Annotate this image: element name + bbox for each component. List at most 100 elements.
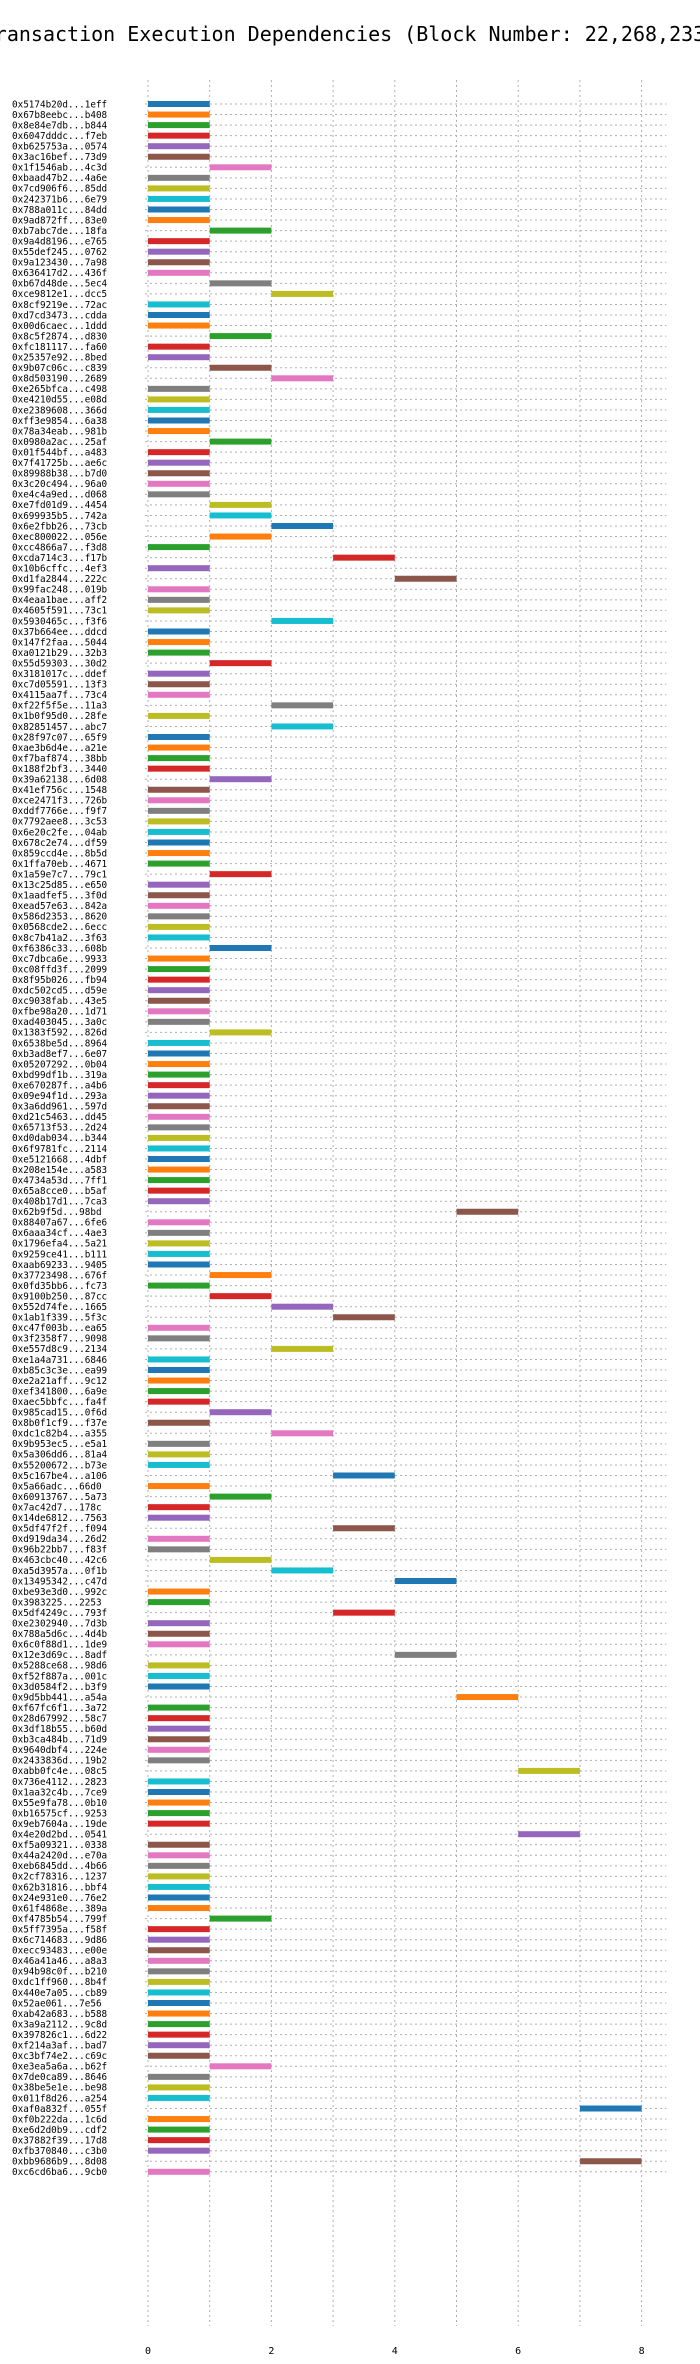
y-tick-label: 0x9640dbf4...224e xyxy=(12,1745,108,1756)
transaction-bar xyxy=(209,660,272,667)
transaction-bar xyxy=(148,1335,210,1342)
y-tick-label: 0x8d503190...2689 xyxy=(12,374,107,385)
y-tick-label: 0x1a59e7c7...79c1 xyxy=(12,869,107,880)
transaction-bar xyxy=(148,1377,210,1384)
transaction-bar xyxy=(148,1862,210,1869)
transaction-bar xyxy=(148,1356,210,1363)
y-tick-label: 0xc6cd6ba6...9cb0 xyxy=(12,2167,107,2178)
y-tick-label: 0x3c20c494...96a0 xyxy=(12,479,107,490)
transaction-bar xyxy=(148,132,210,139)
transaction-bar xyxy=(148,649,210,656)
transaction-bar xyxy=(148,248,210,255)
transaction-bar xyxy=(148,1672,210,1679)
y-tick-label: 0xe3ea5a6a...b62f xyxy=(12,2062,107,2073)
transaction-bar xyxy=(579,2158,642,2165)
y-tick-label: 0x788a011c...84dd xyxy=(12,205,107,216)
y-tick-label: 0x788a5d6c...4d4b xyxy=(12,1629,108,1640)
transaction-bar xyxy=(148,1398,210,1405)
transaction-bar xyxy=(518,1831,580,1838)
y-tick-label: 0x5a306dd6...81a4 xyxy=(12,1450,108,1461)
transaction-bar xyxy=(148,1641,210,1648)
transaction-bar xyxy=(148,301,210,308)
y-tick-label: 0xcc4866a7...f3d8 xyxy=(12,542,107,553)
y-tick-label: 0xc7d05591...13f3 xyxy=(12,680,107,691)
y-tick-label: 0xeb6845dd...4b66 xyxy=(12,1861,107,1872)
transaction-bar xyxy=(148,1936,210,1943)
transaction-bar xyxy=(148,2137,210,2144)
y-tick-label: 0xd1fa2844...222c xyxy=(12,574,107,585)
y-tick-label: 0xe557d8c9...2134 xyxy=(12,1344,108,1355)
y-tick-label: 0xb625753a...0574 xyxy=(12,142,108,153)
y-tick-label: 0x55def245...0762 xyxy=(12,247,107,258)
y-tick-label: 0xdc502cd5...d59e xyxy=(12,986,108,997)
transaction-bar xyxy=(148,712,210,719)
y-tick-label: 0xbb9686b9...8d08 xyxy=(12,2157,107,2168)
y-tick-label: 0xead57e63...842a xyxy=(12,901,107,912)
transaction-bar xyxy=(209,533,272,540)
transaction-bar xyxy=(148,1082,210,1089)
transaction-bar xyxy=(148,2126,210,2133)
y-tick-label: 0xef341800...6a9e xyxy=(12,1386,108,1397)
transaction-bar xyxy=(148,1187,210,1194)
y-tick-label: 0xe1a4a731...6846 xyxy=(12,1355,107,1366)
y-tick-label: 0xabb0fc4e...08c5 xyxy=(12,1766,107,1777)
y-tick-label: 0x9b953ec5...e5a1 xyxy=(12,1439,107,1450)
y-tick-label: 0x9a4d8196...e765 xyxy=(12,236,107,247)
transaction-bar xyxy=(148,976,210,983)
y-tick-label: 0xce9812e1...dcc5 xyxy=(12,289,107,300)
y-tick-label: 0x7cd906f6...85dd xyxy=(12,184,107,195)
y-tick-label: 0xddf7766e...f9f7 xyxy=(12,806,107,817)
transaction-bar xyxy=(209,364,272,371)
y-tick-label: 0x397826c1...6d22 xyxy=(12,2030,107,2041)
transaction-bar xyxy=(148,1134,210,1141)
y-tick-label: 0x39a62138...6d08 xyxy=(12,775,107,786)
transaction-bar xyxy=(271,523,334,529)
y-tick-label: 0x0fd35bb6...fc73 xyxy=(12,1281,107,1292)
transaction-bar xyxy=(148,459,210,466)
transaction-bar xyxy=(148,122,210,129)
transaction-bar xyxy=(271,1430,334,1437)
transaction-bar xyxy=(148,1261,210,1268)
transaction-bar xyxy=(456,1694,519,1701)
transaction-bar xyxy=(148,1599,210,1606)
y-tick-label: 0x408b17d1...7ca3 xyxy=(12,1197,107,1208)
transaction-bar xyxy=(333,1314,395,1321)
transaction-bar xyxy=(148,755,210,762)
y-tick-label: 0x5930465c...f3f6 xyxy=(12,616,107,627)
transaction-bar xyxy=(148,428,210,435)
transaction-bar xyxy=(148,1250,210,1257)
transaction-bar xyxy=(148,565,210,572)
transaction-bar xyxy=(148,2031,210,2038)
transaction-bar xyxy=(148,1662,210,1669)
transaction-bar xyxy=(148,1630,210,1637)
y-tick-label: 0x636417d2...436f xyxy=(12,268,107,279)
transaction-bar xyxy=(394,575,457,582)
y-tick-label: 0xce2471f3...726b xyxy=(12,796,108,807)
transaction-bar xyxy=(209,2063,272,2070)
transaction-bar xyxy=(148,1008,210,1015)
transaction-bar xyxy=(148,1546,210,1553)
y-tick-label: 0x5c167be4...a106 xyxy=(12,1471,107,1482)
y-tick-label: 0x6047dddc...f7eb xyxy=(12,131,108,142)
y-tick-label: 0xf52f887a...001c xyxy=(12,1671,107,1682)
y-tick-label: 0x25357e92...8bed xyxy=(12,353,107,364)
y-tick-label: 0xe2389608...366d xyxy=(12,405,107,416)
transaction-bar xyxy=(209,1409,272,1416)
transaction-bar xyxy=(209,438,272,445)
y-tick-label: 0xb16575cf...9253 xyxy=(12,1808,107,1819)
transaction-bar xyxy=(209,1029,272,1036)
y-tick-label: 0x46a41a46...a8a3 xyxy=(12,1956,107,1967)
transaction-bar xyxy=(148,1229,210,1236)
transaction-bar xyxy=(148,1461,210,1468)
y-tick-label: 0xae3b6d4e...a21e xyxy=(12,743,108,754)
y-tick-label: 0xc7dbca6e...9933 xyxy=(12,954,107,965)
y-tick-label: 0x5df4249c...793f xyxy=(12,1608,107,1619)
transaction-bar xyxy=(148,1683,210,1690)
y-tick-label: 0xe265bfca...c498 xyxy=(12,384,107,395)
x-tick-label: 2 xyxy=(268,2346,274,2357)
y-tick-label: 0x3df18b55...b60d xyxy=(12,1724,107,1735)
y-tick-label: 0x859ccd4e...8b5d xyxy=(12,848,107,859)
y-tick-label: 0x28d67992...58c7 xyxy=(12,1713,107,1724)
transaction-bar xyxy=(148,987,210,994)
